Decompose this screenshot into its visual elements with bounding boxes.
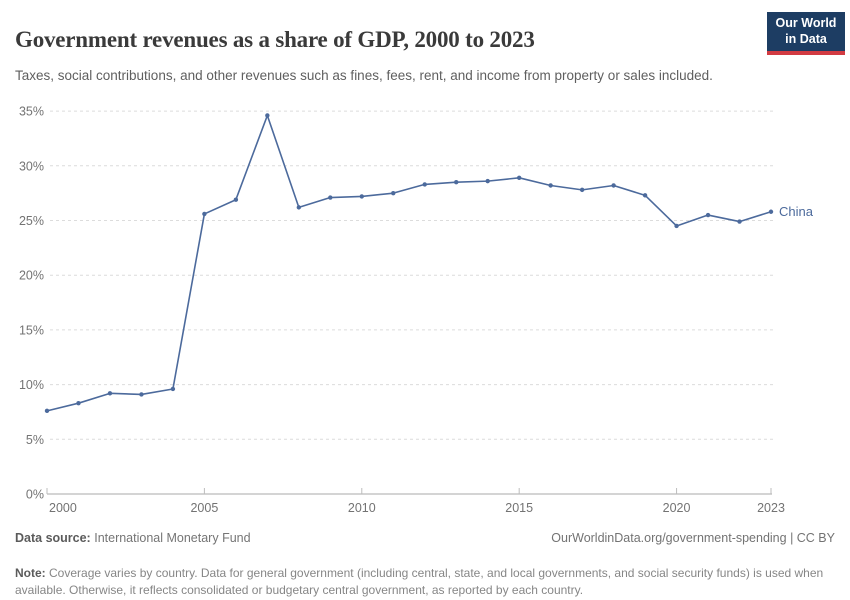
data-point (454, 180, 459, 185)
chart-subtitle: Taxes, social contributions, and other r… (15, 67, 713, 83)
data-point (170, 386, 176, 392)
series-label: China (779, 204, 814, 219)
data-source-value: International Monetary Fund (94, 531, 251, 545)
x-tick-label: 2020 (663, 501, 691, 515)
owid-logo-line2: in Data (785, 31, 827, 46)
data-point (422, 182, 427, 187)
data-point (768, 209, 774, 214)
data-point (579, 187, 585, 193)
data-point (642, 193, 648, 198)
owid-logo[interactable]: Our World in Data (767, 12, 845, 55)
data-point (76, 400, 81, 406)
series-line-china (46, 114, 772, 412)
data-point (233, 197, 239, 202)
data-point (516, 175, 522, 181)
footer-note: Note: Coverage varies by country. Data f… (15, 565, 835, 600)
footer-source-row: Data source: International Monetary Fund… (15, 531, 835, 545)
data-point (44, 408, 50, 414)
data-point (139, 392, 144, 397)
y-tick-label: 35% (19, 105, 44, 119)
data-point (391, 190, 396, 196)
y-tick-label: 15% (19, 323, 44, 337)
y-tick-label: 0% (26, 488, 44, 502)
data-point (548, 183, 553, 188)
chart-canvas: 0% 5% 10% 15% 20% 25% 30% 35% 2000 2005 2010 2015 20… (19, 105, 814, 515)
data-point (265, 113, 270, 118)
owid-logo-line1: Our World (775, 16, 837, 30)
data-point (737, 219, 742, 224)
page-title: Government revenues as a share of GDP, 2… (15, 27, 535, 53)
data-point (705, 212, 711, 218)
data-source-label: Data source: (15, 531, 91, 545)
data-point (328, 195, 333, 200)
data-point (107, 391, 113, 396)
data-point (485, 178, 490, 184)
x-tick-label: 2000 (49, 501, 77, 515)
x-tick-label: 2010 (348, 501, 376, 515)
data-source: Data source: International Monetary Fund (15, 531, 251, 545)
data-point (611, 183, 616, 188)
y-tick-label: 10% (19, 378, 44, 392)
note-label: Note: (15, 566, 46, 580)
data-point (674, 223, 679, 229)
x-tick-label: 2015 (505, 501, 533, 515)
y-tick-label: 20% (19, 269, 44, 283)
owid-license-link[interactable]: OurWorldinData.org/government-spending |… (551, 531, 835, 545)
y-tick-label: 30% (19, 159, 44, 173)
data-point (202, 211, 207, 217)
y-tick-label: 5% (26, 433, 44, 447)
x-tick-label: 2023 (757, 501, 785, 515)
data-point (359, 194, 364, 199)
x-tick-label: 2005 (190, 501, 218, 515)
data-point (296, 205, 302, 210)
note-value: Coverage varies by country. Data for gen… (15, 566, 824, 598)
y-tick-label: 25% (19, 214, 44, 228)
